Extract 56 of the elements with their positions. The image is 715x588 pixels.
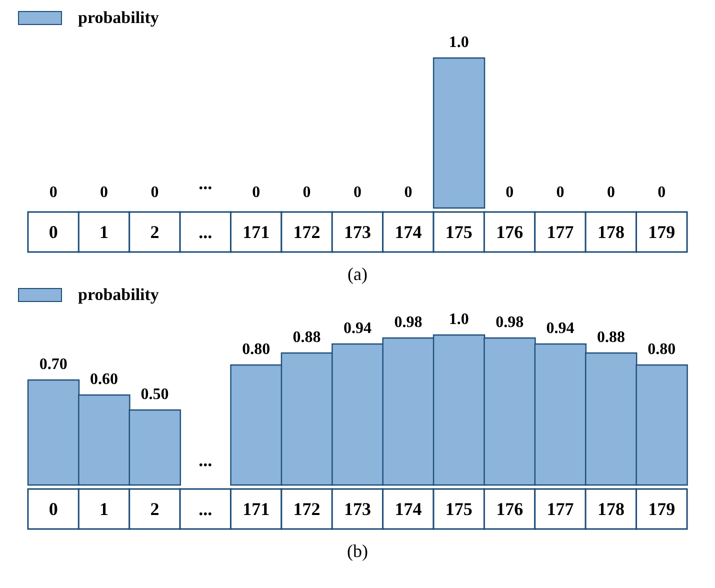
x-tick-label: 175 xyxy=(445,222,472,242)
data-label: 0 xyxy=(99,184,110,202)
x-tick-label: 173 xyxy=(344,499,371,519)
x-tick-label: 178 xyxy=(597,499,624,519)
data-label: 0 xyxy=(606,184,616,202)
data-label: 0 xyxy=(302,184,312,202)
data-label: 0 xyxy=(656,184,667,202)
x-tick-label: ... xyxy=(198,222,212,242)
x-tick-label: 171 xyxy=(242,222,270,242)
x-tick-label: 175 xyxy=(445,499,472,519)
data-label: 0.80 xyxy=(241,341,272,359)
x-tick-label: ... xyxy=(198,499,212,519)
data-label: 0 xyxy=(504,184,515,202)
data-label: 0.88 xyxy=(596,329,626,347)
data-label: 0.94 xyxy=(545,320,576,338)
x-tick-label: 176 xyxy=(496,499,524,519)
x-tick-label: 2 xyxy=(150,499,160,519)
data-label: 0.50 xyxy=(140,386,170,404)
x-tick-label: 0 xyxy=(48,222,58,242)
x-tick-label: 179 xyxy=(648,499,676,519)
data-label: 0.60 xyxy=(89,371,120,389)
annotation: ... xyxy=(198,450,214,471)
x-tick-label: 174 xyxy=(394,222,422,242)
x-tick-label: 173 xyxy=(344,222,371,242)
x-tick-label: 172 xyxy=(293,499,320,519)
data-label: 1.0 xyxy=(448,311,470,329)
data-label: 0.98 xyxy=(393,314,424,332)
x-tick-label: 0 xyxy=(48,499,58,519)
data-label: 0.98 xyxy=(494,314,525,332)
x-tick-label: 177 xyxy=(546,222,574,242)
x-tick-label: 176 xyxy=(496,222,524,242)
x-tick-label: 1 xyxy=(100,222,109,242)
annotation: ... xyxy=(198,173,214,194)
data-label: 0.80 xyxy=(646,341,677,359)
text: (b) xyxy=(346,541,369,562)
x-tick-label: 171 xyxy=(242,499,270,519)
data-label: 0 xyxy=(352,184,362,202)
x-tick-label: 179 xyxy=(648,222,676,242)
data-label: 0 xyxy=(555,184,566,202)
x-tick-label: 2 xyxy=(150,222,160,242)
data-label: 0.70 xyxy=(38,356,68,374)
x-tick-label: 172 xyxy=(293,222,320,242)
text: (a) xyxy=(346,264,368,285)
x-tick-label: 174 xyxy=(394,499,422,519)
data-label: 0 xyxy=(403,184,414,202)
x-tick-label: 1 xyxy=(100,499,109,519)
legend-label: probability xyxy=(77,8,159,28)
legend-label: probability xyxy=(77,285,159,305)
data-label: 0 xyxy=(251,184,262,202)
data-label: 0.88 xyxy=(292,329,322,347)
data-label: 0 xyxy=(48,184,58,202)
x-tick-label: 178 xyxy=(597,222,624,242)
x-tick-label: 177 xyxy=(546,499,574,519)
data-label: 0.94 xyxy=(342,320,372,338)
data-label: 1.0 xyxy=(448,34,470,52)
data-label: 0 xyxy=(150,184,160,202)
